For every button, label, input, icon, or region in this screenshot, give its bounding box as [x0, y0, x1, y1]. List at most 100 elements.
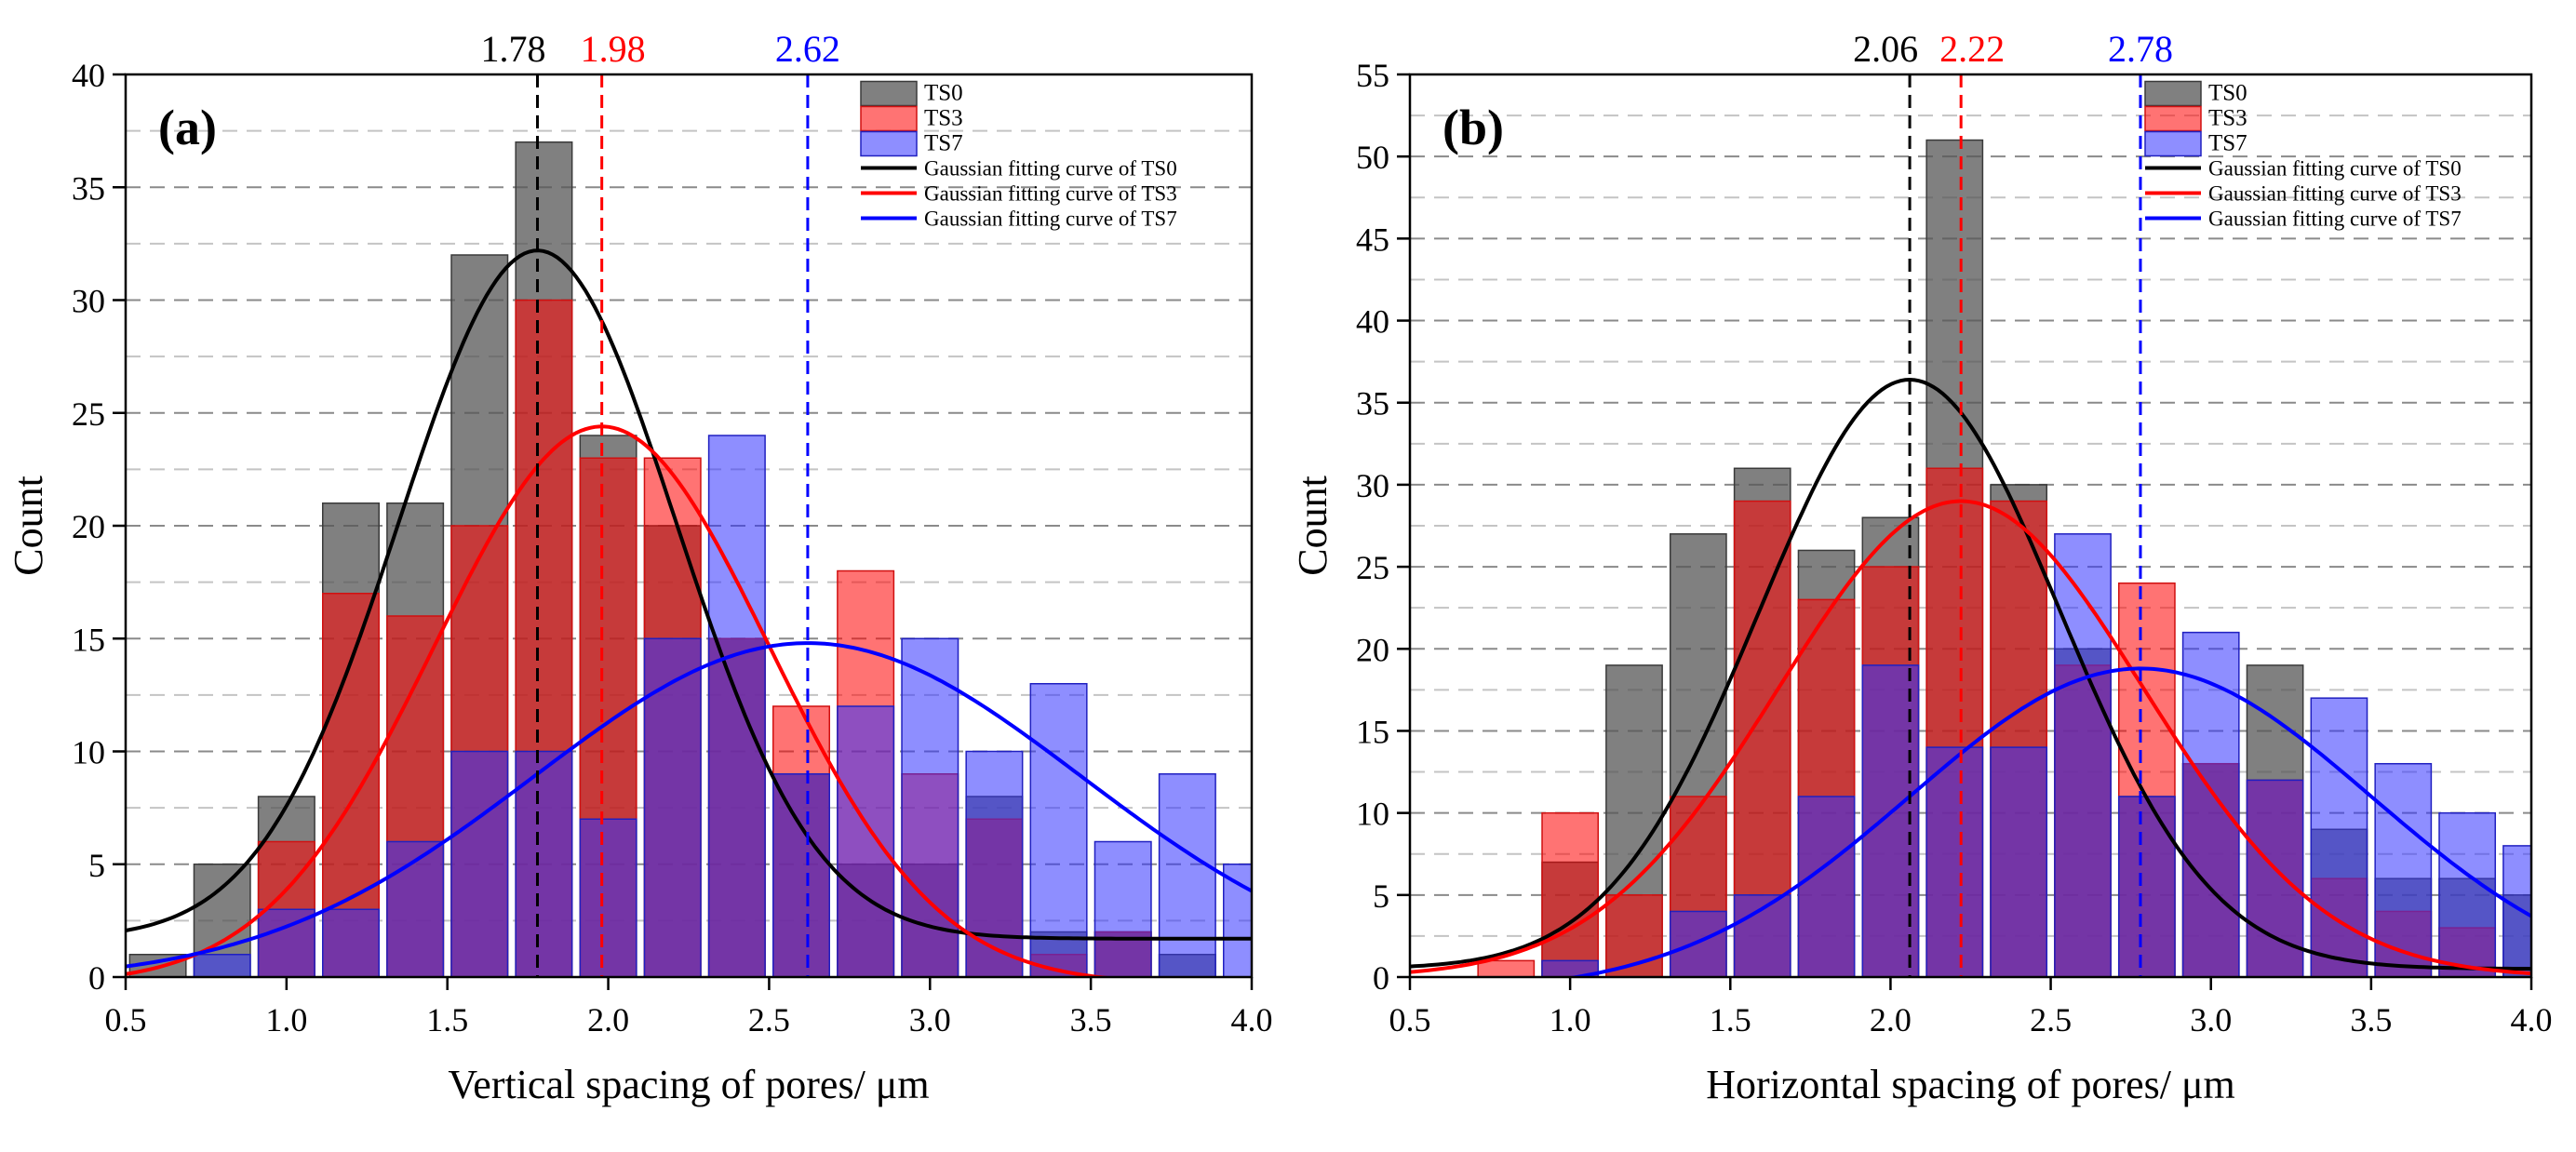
- y-tick-label: 45: [1356, 221, 1389, 258]
- peak-label: 2.22: [1939, 28, 2005, 70]
- peak-label: 1.78: [481, 28, 546, 70]
- bar-ts7: [1925, 746, 1984, 977]
- legend-swatch-ts0: [2144, 80, 2202, 107]
- bar-ts3: [1541, 811, 1600, 977]
- x-tick-label: 4.0: [1231, 1001, 1273, 1038]
- bar-ts7: [965, 750, 1024, 977]
- y-tick-label: 15: [1356, 713, 1389, 750]
- bar-ts7: [2117, 796, 2176, 977]
- bar-ts7: [322, 908, 380, 977]
- fits-group: [1410, 377, 2531, 977]
- x-tick-label: 3.5: [2350, 1001, 2392, 1038]
- legend-swatch-ts7: [860, 130, 918, 157]
- x-tick-label: 3.0: [2190, 1001, 2232, 1038]
- bar-ts7: [2054, 533, 2112, 977]
- peak-label: 1.98: [581, 28, 646, 70]
- fit-curve-ts0: [1410, 377, 2531, 971]
- x-axis-label: Horizontal spacing of pores/ μm: [1706, 1062, 2235, 1107]
- peak-label: 2.78: [2108, 28, 2173, 70]
- y-tick-label: 5: [1373, 877, 1389, 915]
- peak-label: 2.06: [1853, 28, 1918, 70]
- bar-ts7: [1541, 959, 1600, 977]
- y-tick-label: 0: [1373, 959, 1389, 997]
- bar-ts7: [1158, 773, 1216, 977]
- bar-ts7: [772, 773, 830, 977]
- legend-entry: Gaussian fitting curve of TS3: [2208, 182, 2462, 206]
- x-tick-label: 3.5: [1070, 1001, 1112, 1038]
- fit-curve-ts3: [126, 424, 1117, 977]
- legend-entry: TS7: [924, 131, 963, 156]
- legend-entry: Gaussian fitting curve of TS7: [924, 208, 1177, 231]
- legend-entry: Gaussian fitting curve of TS3: [924, 182, 1177, 206]
- bars-group: [128, 141, 1252, 977]
- bar-ts7: [450, 750, 509, 977]
- fit-curve-ts0: [126, 248, 1252, 941]
- bar-ts7: [1669, 910, 1727, 977]
- legend-entry: Gaussian fitting curve of TS0: [2208, 157, 2462, 181]
- bar-ts7: [707, 435, 766, 977]
- y-tick-label: 30: [72, 283, 105, 320]
- x-tick-label: 2.0: [1870, 1001, 1912, 1038]
- bar-ts7: [837, 705, 895, 977]
- legend-entry: Gaussian fitting curve of TS7: [2208, 208, 2462, 231]
- bar-ts7: [643, 637, 702, 977]
- x-tick-label: 0.5: [105, 1001, 147, 1038]
- fit-curve-ts7: [1564, 666, 2531, 977]
- x-tick-label: 4.0: [2511, 1001, 2553, 1038]
- fit-curve-ts7: [126, 641, 1252, 969]
- fit-curve-ts3: [1410, 499, 2531, 976]
- y-tick-label: 0: [88, 959, 105, 997]
- y-tick-label: 25: [72, 395, 105, 433]
- legend-entry: TS3: [2208, 106, 2247, 131]
- legend-entry: TS7: [2208, 131, 2247, 156]
- chart-panel-b: 2.06 2.22 2.78 0.5 1.0 1.5 2.0 2.5 3.0 3.5 4.0 0 5 10…: [1290, 28, 2553, 1107]
- x-tick-label: 2.5: [748, 1001, 790, 1038]
- y-tick-label: 25: [1356, 549, 1389, 586]
- plot-frame: [1408, 73, 2533, 979]
- y-tick-label: 20: [72, 508, 105, 545]
- y-tick-label: 40: [1356, 303, 1389, 341]
- y-tick-label: 50: [1356, 139, 1389, 176]
- legend-swatch-ts3: [2144, 105, 2202, 132]
- y-tick-label: 35: [72, 169, 105, 207]
- y-tick-label: 55: [1356, 57, 1389, 94]
- legend-swatch-ts3: [860, 105, 918, 132]
- x-tick-label: 3.0: [909, 1001, 951, 1038]
- y-tick-label: 30: [1356, 467, 1389, 504]
- bar-ts7: [579, 818, 637, 977]
- legend-entry: TS0: [924, 81, 963, 106]
- bar-ts7: [386, 840, 445, 977]
- x-tick-label: 1.0: [1550, 1001, 1591, 1038]
- fits-group: [126, 248, 1252, 977]
- x-axis-label: Vertical spacing of pores/ μm: [448, 1062, 929, 1107]
- x-tick-label: 0.5: [1389, 1001, 1431, 1038]
- y-tick-label: 40: [72, 57, 105, 94]
- x-tick-label: 2.5: [2030, 1001, 2072, 1038]
- peak-label: 2.62: [775, 28, 840, 70]
- chart-panel-a: 1.78 1.98 2.62 0.5 1.0 1.5 2.0 2.5 3.0 3.5 4.0 0 5 10…: [6, 28, 1273, 1107]
- bar-ts7: [1797, 796, 1856, 977]
- y-axis-label: Count: [1290, 476, 1335, 576]
- x-tick-label: 1.0: [265, 1001, 307, 1038]
- y-tick-label: 10: [1356, 796, 1389, 833]
- bar-ts3: [1477, 959, 1536, 977]
- x-tick-label: 2.0: [587, 1001, 629, 1038]
- bar-ts7: [2374, 762, 2433, 977]
- bar-ts7: [1990, 746, 2048, 977]
- x-tick-label: 1.5: [1710, 1001, 1751, 1038]
- bar-ts7: [2438, 811, 2497, 977]
- bar-ts7: [1093, 840, 1152, 977]
- y-axis-label: Count: [6, 476, 51, 576]
- legend-swatch-ts7: [2144, 130, 2202, 157]
- bar-ts7: [193, 954, 251, 977]
- y-tick-label: 10: [72, 734, 105, 771]
- y-tick-label: 15: [72, 621, 105, 658]
- legend-swatch-ts0: [860, 80, 918, 107]
- legend-entry: TS3: [924, 106, 963, 131]
- panel-label: (b): [1442, 100, 1504, 155]
- bar-ts7: [2310, 697, 2368, 977]
- legend-entry: TS0: [2208, 81, 2247, 106]
- bar-ts7: [1029, 683, 1088, 977]
